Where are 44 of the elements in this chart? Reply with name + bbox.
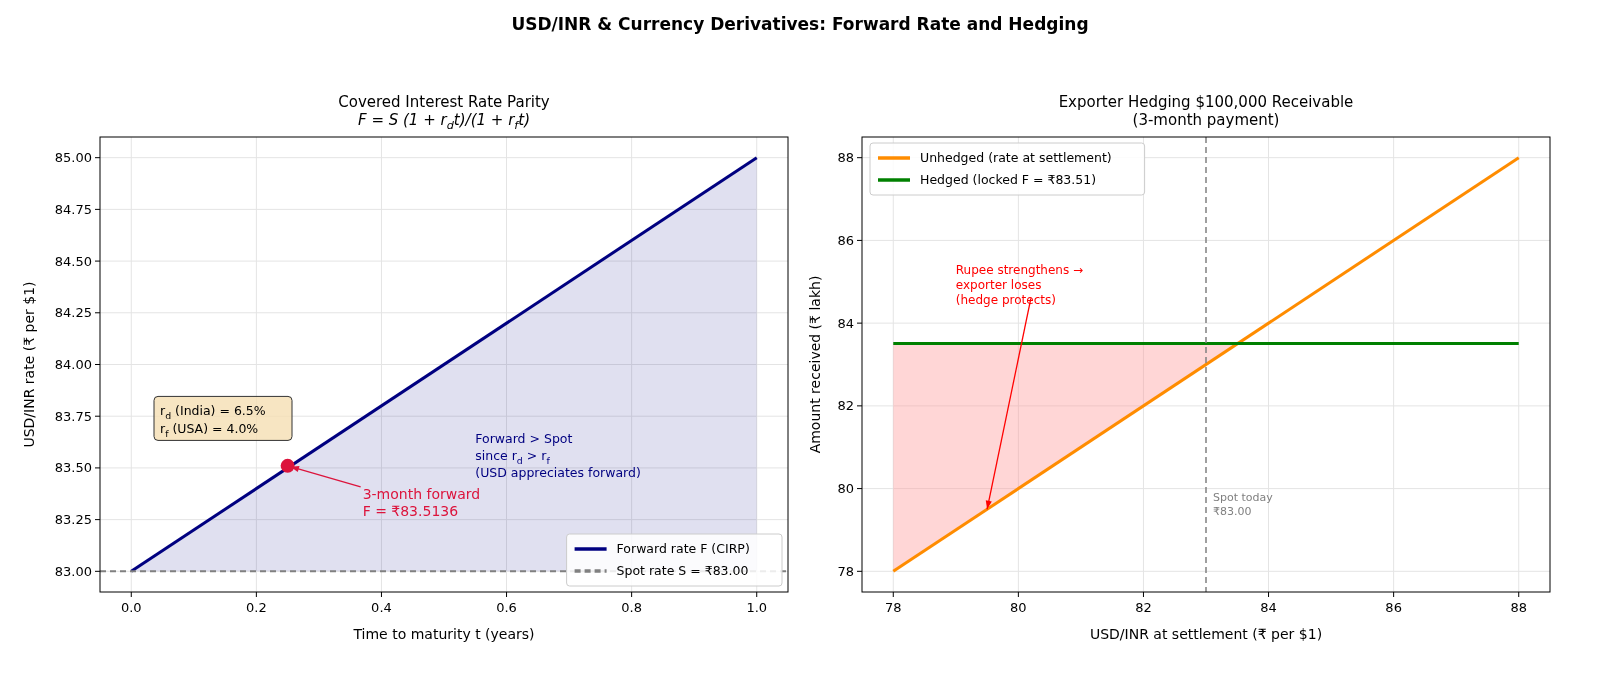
legend-label: Hedged (locked F = ₹83.51) xyxy=(920,172,1097,187)
annotation: Forward > Spot since r$_{d}$ > r$_{f}$ (USD appreciates forward) xyxy=(475,431,641,481)
x-axis-title: Time to maturity t (years) xyxy=(352,626,535,642)
y-tick-label: 84.00 xyxy=(54,357,92,372)
text: USD/INR & Currency Derivatives: Forward Rate and Hedging xyxy=(511,14,1089,34)
legend-label: Forward rate F (CIRP) xyxy=(616,541,750,556)
x-tick-label: 84 xyxy=(1260,600,1277,615)
annotation: 3-month forward F = ₹83.5136 xyxy=(362,485,481,519)
chart-title: Covered Interest Rate Parity xyxy=(338,93,550,111)
annotation: r$_{d}$ (India) = 6.5% r$_{f}$ (USA) = 4.0% xyxy=(160,403,266,440)
y-axis-title: Amount received (₹ lakh) xyxy=(807,275,823,454)
y-tick-label: 88 xyxy=(837,150,854,166)
y-tick-label: 86 xyxy=(837,232,854,248)
x-tick-label: 80 xyxy=(1010,600,1027,615)
x-tick-label: 0.2 xyxy=(246,600,267,615)
y-tick-label: 84 xyxy=(837,315,854,331)
legend-label: Unhedged (rate at settlement) xyxy=(920,150,1112,165)
x-axis-title: USD/INR at settlement (₹ per $1) xyxy=(1089,626,1323,642)
y-tick-label: 83.50 xyxy=(54,460,92,476)
x-tick-label: 0.4 xyxy=(371,600,392,615)
ref-line-label: Spot rate S = ₹83.00 xyxy=(616,563,749,578)
x-tick-label: 86 xyxy=(1385,600,1402,615)
y-tick-label: 83.75 xyxy=(54,408,92,424)
y-axis-title: USD/INR rate (₹ per $1) xyxy=(21,281,37,448)
chart-subtitle: F = S (1 + r$_{d}$t)/(1 + r$_{f}$t) xyxy=(357,111,531,132)
y-tick-label: 84.75 xyxy=(54,201,92,217)
y-tick-label: 78 xyxy=(837,563,854,579)
y-tick-label: 85.00 xyxy=(54,150,92,166)
y-tick-label: 84.25 xyxy=(54,305,92,321)
y-tick-label: 84.50 xyxy=(54,253,92,269)
y-tick-label: 82 xyxy=(837,398,854,414)
x-tick-label: 78 xyxy=(885,600,902,615)
x-tick-label: 1.0 xyxy=(746,600,768,615)
y-tick-label: 83.25 xyxy=(54,512,92,528)
x-tick-label: 0.6 xyxy=(496,600,517,615)
chart-title: Exporter Hedging $100,000 Receivable (3-month payment) xyxy=(1058,93,1354,129)
y-tick-label: 80 xyxy=(837,481,854,497)
x-tick-label: 0.0 xyxy=(120,600,142,615)
x-tick-label: 82 xyxy=(1135,600,1152,615)
y-tick-label: 83.00 xyxy=(54,563,92,579)
x-tick-label: 0.8 xyxy=(621,600,642,615)
ref-line-label: Spot today ₹83.00 xyxy=(1213,491,1274,518)
x-tick-label: 88 xyxy=(1510,600,1527,615)
annotation: Rupee strengthens → exporter loses (hedge protects) xyxy=(955,262,1084,307)
